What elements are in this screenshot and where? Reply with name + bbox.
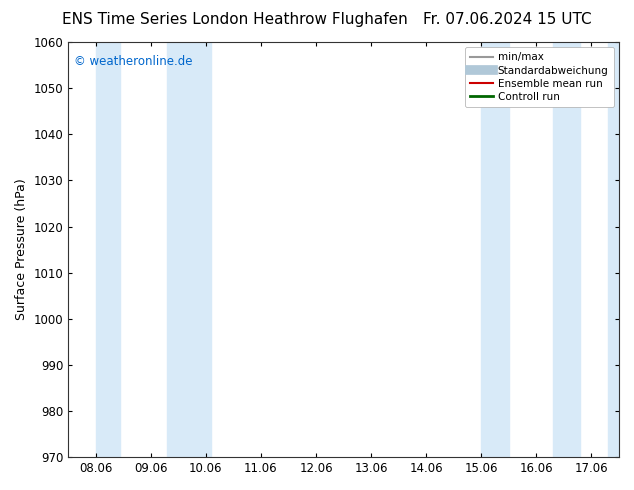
Text: ENS Time Series London Heathrow Flughafen: ENS Time Series London Heathrow Flughafe… [61, 12, 408, 27]
Bar [96, 42, 120, 457]
Bar [553, 42, 581, 457]
Bar [608, 42, 619, 457]
Text: Fr. 07.06.2024 15 UTC: Fr. 07.06.2024 15 UTC [423, 12, 592, 27]
Bar [481, 42, 509, 457]
Y-axis label: Surface Pressure (hPa): Surface Pressure (hPa) [15, 179, 28, 320]
Legend: min/max, Standardabweichung, Ensemble mean run, Controll run: min/max, Standardabweichung, Ensemble me… [465, 47, 614, 107]
Bar [167, 42, 211, 457]
Text: © weatheronline.de: © weatheronline.de [74, 54, 192, 68]
